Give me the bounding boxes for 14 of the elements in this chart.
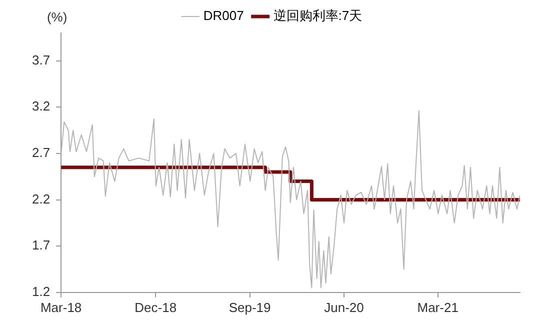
legend-label: 逆回购利率:7天: [273, 8, 362, 24]
x-tick-label: Jun-20: [324, 300, 364, 315]
y-tick-label: 1.2: [32, 284, 50, 299]
y-tick-label: 1.7: [32, 238, 50, 253]
x-tick-label: Mar-18: [40, 300, 82, 315]
x-tick-label: Dec-18: [134, 300, 177, 315]
y-tick-label: 2.7: [32, 145, 50, 160]
y-axis-title: (%): [46, 10, 68, 25]
legend-label: DR007: [203, 8, 244, 24]
x-tick-label: Mar-21: [417, 300, 458, 315]
y-tick-label: 3.7: [32, 52, 50, 68]
x-tick-label: Sep-19: [228, 300, 271, 315]
y-tick-label: 2.2: [32, 191, 50, 206]
y-tick-label: 3.2: [32, 98, 50, 114]
